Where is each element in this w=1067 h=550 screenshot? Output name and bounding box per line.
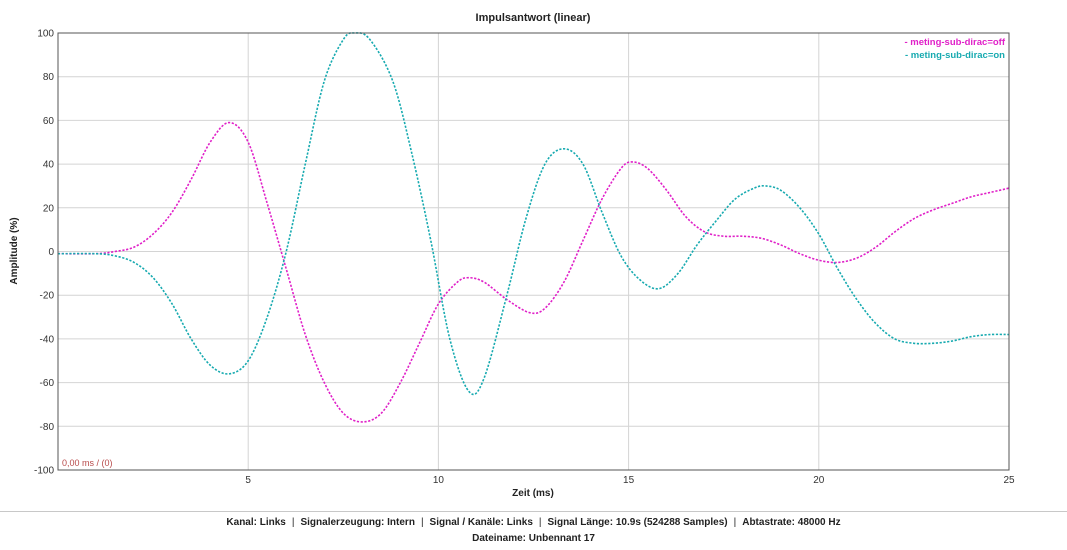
separator: | — [538, 517, 542, 528]
series-line-1 — [57, 32, 1010, 396]
kanaele-info: Signal / Kanäle: Links — [429, 517, 533, 528]
plot-area-border — [57, 32, 1010, 471]
y-tick-label: -80 — [40, 422, 55, 433]
tick-labels: 100 80 60 40 20 0 -20 -40 -60 -80 -100 5 10 15 20 25 — [34, 29, 1015, 487]
x-tick-label: 15 — [623, 475, 635, 486]
series-layer — [57, 32, 1010, 423]
legend[interactable]: - meting-sub-dirac=off - meting-sub-dirac… — [904, 37, 1005, 61]
y-tick-label: -20 — [40, 291, 55, 302]
signal-length-info: Signal Länge: 10.9s (524288 Samples) — [547, 517, 728, 528]
x-tick-label: 20 — [813, 475, 825, 486]
filename-info: Dateiname: Unbennant 17 — [472, 533, 595, 544]
y-axis-label: Amplitude (%) — [9, 217, 20, 284]
cursor-readout: 0,00 ms / (0) — [62, 458, 113, 468]
separator: | — [420, 517, 424, 528]
legend-item-0[interactable]: - meting-sub-dirac=off — [904, 37, 1005, 48]
x-tick-label: 25 — [1003, 475, 1015, 486]
y-tick-label: 60 — [43, 116, 55, 127]
grid — [58, 32, 1010, 471]
footer-divider — [0, 511, 1067, 512]
x-tick-label: 5 — [245, 475, 251, 486]
y-tick-label: 40 — [43, 160, 55, 171]
y-tick-label: 0 — [48, 247, 54, 258]
y-tick-label: -60 — [40, 378, 55, 389]
separator: | — [733, 517, 737, 528]
legend-item-1[interactable]: - meting-sub-dirac=on — [905, 50, 1005, 61]
y-tick-label: -100 — [34, 466, 54, 477]
impulse-response-chart: Impulsantwort (linear) 100 80 60 40 20 0 -20 -4… — [9, 12, 1015, 499]
y-tick-label: -40 — [40, 334, 55, 345]
y-tick-label: 20 — [43, 203, 55, 214]
series-line-0 — [57, 121, 1010, 423]
sample-rate-info: Abtastrate: 48000 Hz — [742, 517, 841, 528]
chart-title: Impulsantwort (linear) — [476, 12, 591, 24]
y-tick-label: 80 — [43, 72, 55, 83]
y-tick-label: 100 — [37, 29, 54, 40]
x-axis-label: Zeit (ms) — [512, 488, 554, 499]
kanal-info: Kanal: Links — [226, 517, 286, 528]
signalerzeugung-info: Signalerzeugung: Intern — [300, 517, 415, 528]
signal-info-bar: Kanal: Links | Signalerzeugung: Intern | Sig… — [0, 517, 1067, 528]
x-tick-label: 10 — [433, 475, 445, 486]
separator: | — [291, 517, 295, 528]
